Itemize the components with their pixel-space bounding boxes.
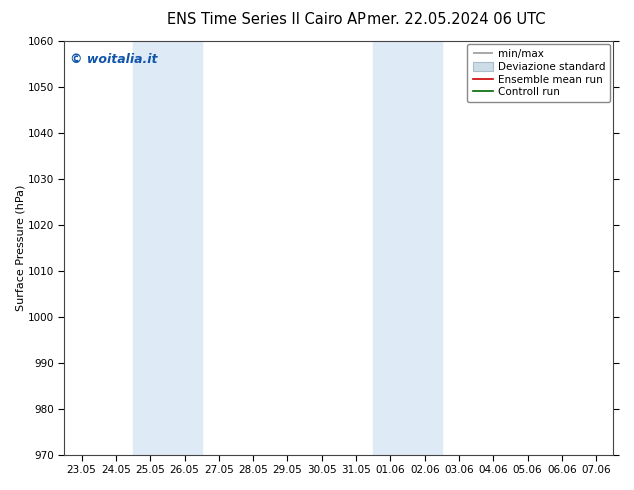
Text: ENS Time Series Il Cairo AP: ENS Time Series Il Cairo AP xyxy=(167,12,366,27)
Legend: min/max, Deviazione standard, Ensemble mean run, Controll run: min/max, Deviazione standard, Ensemble m… xyxy=(467,44,611,102)
Text: mer. 22.05.2024 06 UTC: mer. 22.05.2024 06 UTC xyxy=(367,12,546,27)
Text: © woitalia.it: © woitalia.it xyxy=(70,53,157,67)
Bar xyxy=(373,41,442,455)
Bar xyxy=(133,41,202,455)
Y-axis label: Surface Pressure (hPa): Surface Pressure (hPa) xyxy=(15,185,25,311)
